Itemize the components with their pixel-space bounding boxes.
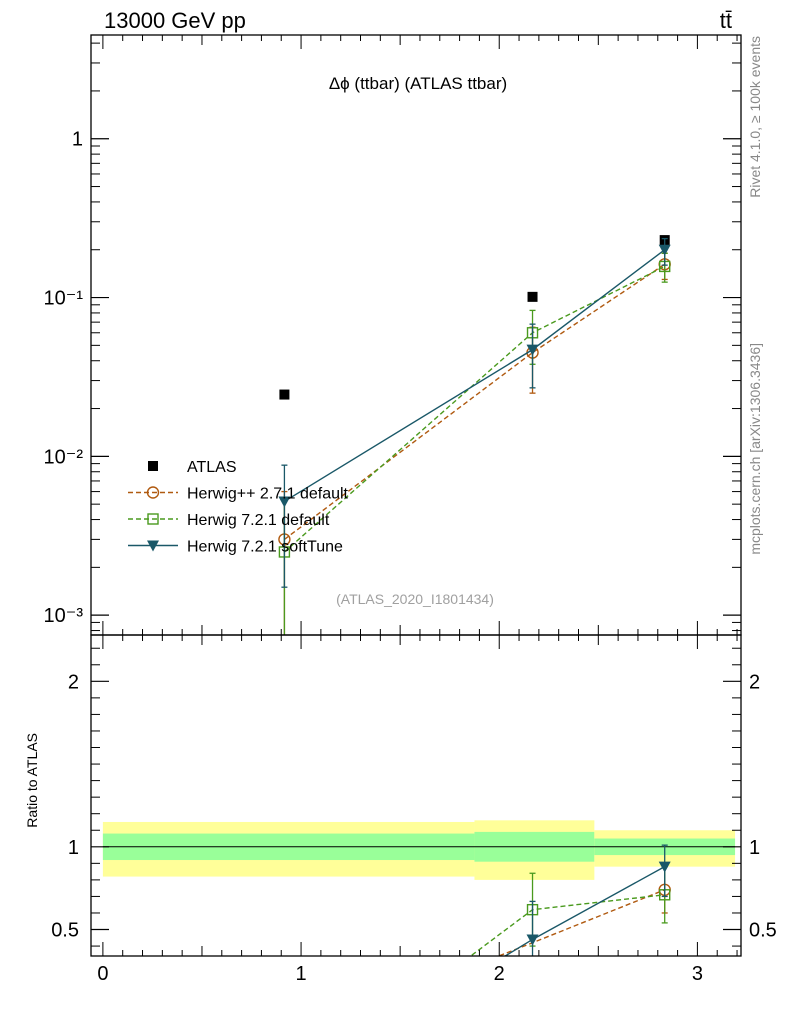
series-line-herwig-7-2-1-softtune bbox=[284, 249, 666, 503]
rivet-version-label: Rivet 4.1.0, ≥ 100k events bbox=[747, 36, 763, 198]
x-tick-label: 0 bbox=[97, 963, 108, 985]
legend-marker-atlas bbox=[148, 461, 158, 471]
legend-marker-herwig-2-7-1-default bbox=[146, 486, 160, 499]
main-y-tick-label: 10⁻³ bbox=[44, 605, 84, 627]
axes: 10⁻³ 10⁻² 10⁻¹ 1 0 1 2 3 0.5 0.5 1 1 2 2 bbox=[44, 34, 777, 985]
ratio-y-tick-label: 1 bbox=[68, 837, 79, 859]
legend: ATLAS Herwig++ 2.7.1 default Herwig 7.2.1 … bbox=[128, 459, 349, 556]
mcplots-source-label: mcplots.cern.ch [arXiv:1306.3436] bbox=[747, 343, 763, 555]
ratio-series-layer bbox=[469, 844, 671, 956]
legend-label-herwig-7-2-1-softtune: Herwig 7.2.1 softTune bbox=[187, 539, 343, 556]
ratio-y-tick-label-right: 1 bbox=[749, 837, 760, 859]
series-line-herwig-2-7-1-default bbox=[283, 263, 666, 540]
legend-marker-herwig-7-2-1-default bbox=[147, 513, 159, 525]
data-point-herwig-7-2-1-softtune bbox=[278, 496, 291, 508]
x-tick-label: 1 bbox=[295, 963, 306, 985]
ratio-line-herwig-7-2-1-default bbox=[469, 894, 665, 956]
plot-title: Δϕ (ttbar) (ATLAS ttbar) bbox=[329, 74, 507, 93]
ratio-frame bbox=[90, 634, 742, 957]
data-point-herwig-7-2-1-softtune bbox=[526, 344, 539, 356]
x-tick-label: 3 bbox=[692, 963, 703, 985]
ratio-y-tick-label-right: 0.5 bbox=[749, 920, 777, 942]
main-y-tick-label: 10⁻² bbox=[44, 446, 84, 468]
series-line-herwig-7-2-1-default bbox=[283, 265, 666, 553]
data-point-atlas bbox=[279, 389, 290, 400]
ratio-point-herwig-7-2-1-softtune bbox=[526, 934, 539, 946]
ratio-y-tick-label: 0.5 bbox=[51, 920, 79, 942]
ratio-y-axis-label: Ratio to ATLAS bbox=[24, 733, 40, 828]
energy-label: 13000 GeV pp bbox=[104, 8, 246, 33]
main-y-tick-label: 10⁻¹ bbox=[44, 288, 84, 310]
ratio-line-herwig-2-7-1-default bbox=[496, 889, 665, 956]
analysis-watermark: (ATLAS_2020_I1801434) bbox=[336, 591, 494, 607]
process-label: tt̄ bbox=[720, 8, 732, 33]
legend-label-atlas: ATLAS bbox=[187, 459, 237, 476]
legend-label-herwig-2-7-1-default: Herwig++ 2.7.1 default bbox=[187, 486, 349, 503]
legend-label-herwig-7-2-1-default: Herwig 7.2.1 default bbox=[187, 512, 330, 529]
ratio-y-tick-label-right: 2 bbox=[749, 671, 760, 693]
ratio-line-herwig-7-2-1-softtune bbox=[503, 866, 666, 956]
legend-marker-herwig-7-2-1-softtune bbox=[147, 540, 159, 552]
ratio-y-tick-label: 2 bbox=[68, 671, 79, 693]
main-y-tick-label: 1 bbox=[72, 129, 83, 151]
x-tick-label: 2 bbox=[494, 963, 505, 985]
ratio-point-herwig-7-2-1-softtune bbox=[658, 861, 671, 873]
ratio-uncertainty-bands bbox=[102, 820, 736, 880]
data-point-atlas bbox=[527, 291, 538, 302]
data-point-herwig-7-2-1-softtune bbox=[658, 244, 671, 256]
